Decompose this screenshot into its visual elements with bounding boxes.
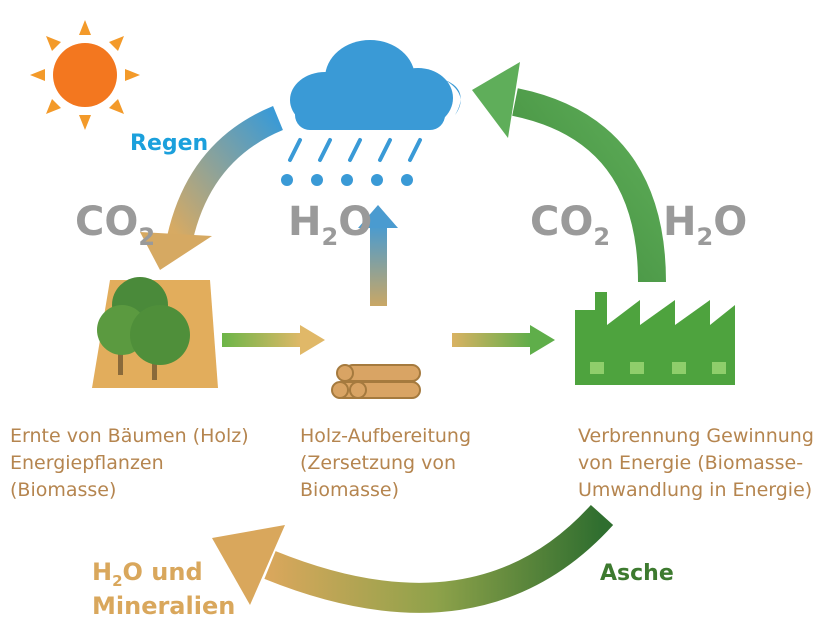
cloud bbox=[281, 40, 461, 186]
arrow bbox=[222, 333, 302, 347]
stage-label: Energiepflanzen bbox=[10, 452, 164, 474]
factory bbox=[575, 292, 735, 385]
arrow bbox=[515, 102, 652, 282]
co2-label: CO2 bbox=[75, 199, 155, 251]
stage-label: von Energie (Biomasse- bbox=[578, 452, 803, 474]
stage-label: Umwandlung in Energie) bbox=[578, 479, 812, 501]
logs bbox=[332, 365, 420, 398]
return-label: H2O und bbox=[92, 558, 203, 590]
arrow-head bbox=[300, 325, 325, 355]
h2o-label: H2O bbox=[663, 199, 747, 251]
h2o-label: H2O bbox=[288, 199, 372, 251]
arrow-head bbox=[472, 62, 520, 138]
trees bbox=[92, 277, 218, 388]
stage-label: Biomasse) bbox=[300, 479, 399, 501]
ash-label: Asche bbox=[600, 561, 674, 586]
arrow bbox=[370, 226, 387, 306]
rain-label: Regen bbox=[130, 131, 208, 156]
stage-label: Ernte von Bäumen (Holz) bbox=[10, 425, 249, 447]
stage-label: (Biomasse) bbox=[10, 479, 116, 501]
stage-label: Holz-Aufbereitung bbox=[300, 425, 471, 447]
stage-label: (Zersetzung von bbox=[300, 452, 456, 474]
sun bbox=[30, 20, 140, 130]
stage-label: Verbrennung Gewinnung bbox=[578, 425, 814, 447]
return-label: Mineralien bbox=[92, 592, 235, 620]
arrow bbox=[270, 515, 602, 598]
arrow-head bbox=[530, 325, 555, 355]
diagram: Regen CO2 H2O CO2 H2O Ernte von Bäumen (… bbox=[0, 0, 829, 621]
co2-label: CO2 bbox=[530, 199, 610, 251]
arrow bbox=[452, 333, 532, 347]
